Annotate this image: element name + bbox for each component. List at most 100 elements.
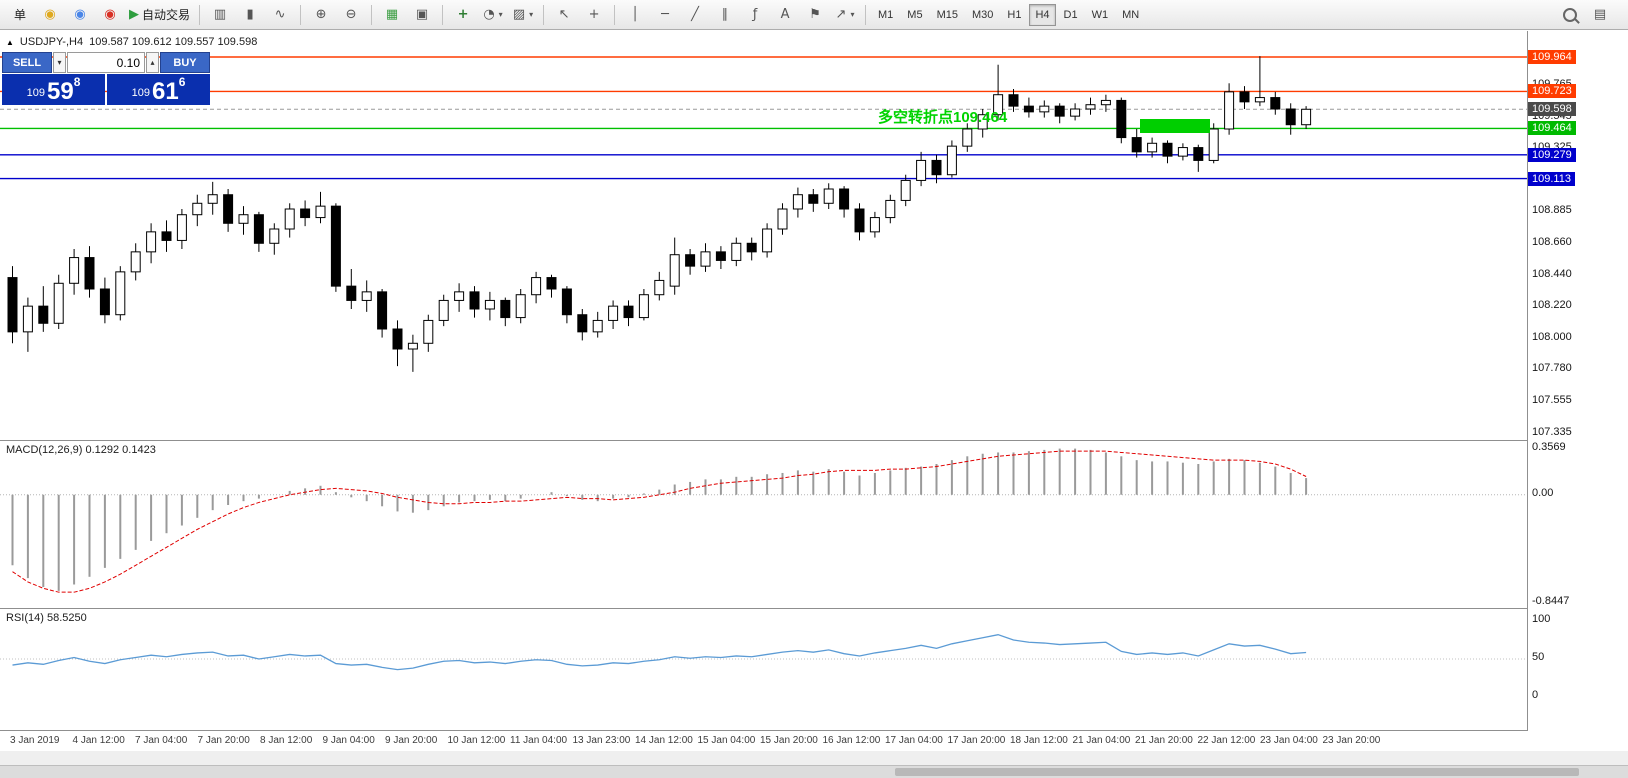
arrows-icon: ↗ (835, 7, 847, 22)
time-axis-label: 10 Jan 12:00 (447, 735, 506, 746)
help-button[interactable]: ◉ (95, 3, 125, 27)
rsi-line (12, 634, 1307, 671)
autotrading-button[interactable]: ▶ 自动交易 (125, 3, 194, 27)
scrollbar-thumb[interactable] (895, 768, 1580, 776)
tile-windows-button[interactable]: ▦ (377, 3, 407, 27)
text-label-icon: ⚑ (809, 7, 821, 22)
user-profile-icon: ◉ (74, 7, 86, 22)
macd-axis-label: 0.00 (1532, 486, 1554, 499)
horizontal-line-button[interactable]: ─ (650, 3, 680, 27)
bar-chart-button[interactable]: ▥ (205, 3, 235, 27)
candles[interactable] (7, 56, 1312, 372)
equidistant-channel-button[interactable]: ∥ (710, 3, 740, 27)
auto-arrange-button[interactable]: ▣ (407, 3, 437, 27)
user-profile-button[interactable]: ◉ (65, 3, 95, 27)
new-order-button[interactable]: 单 (5, 3, 35, 27)
search-button[interactable] (1555, 3, 1585, 27)
sell-price-button[interactable]: 109 59 8 (2, 74, 105, 105)
timeframe-w1-label: W1 (1091, 8, 1109, 21)
time-axis-label: 15 Jan 20:00 (760, 735, 818, 746)
time-axis-label: 17 Jan 20:00 (947, 735, 1006, 746)
chart-annotation-text[interactable]: 多空转折点109.464 (878, 109, 1008, 127)
rsi-axis-label: 100 (1532, 613, 1551, 625)
text-label-button[interactable]: ⚑ (800, 3, 830, 27)
macd-axis-label: 0.3569 (1532, 441, 1566, 453)
timeframe-m30-button[interactable]: M30 (966, 4, 999, 26)
bottom-strip (0, 751, 1628, 778)
data-window-button[interactable]: ▤ (1585, 3, 1615, 27)
time-axis-label: 3 Jan 2019 (10, 735, 60, 746)
time-axis-label: 14 Jan 12:00 (635, 735, 693, 746)
vertical-line-button[interactable]: │ (620, 3, 650, 27)
toolbar-separator (865, 4, 867, 25)
vertical-line-icon: │ (631, 7, 639, 22)
trendline-button[interactable]: ╱ (680, 3, 710, 27)
main-chart-panel[interactable]: ▲ USDJPY-,H4 109.587 109.612 109.557 109… (0, 31, 1528, 440)
timeframe-d1-button[interactable]: D1 (1058, 4, 1084, 26)
rsi-label: RSI(14) 58.5250 (6, 612, 87, 624)
volume-increase-button[interactable]: ▴ (146, 52, 159, 73)
time-axis-label: 21 Jan 20:00 (1135, 735, 1193, 746)
timeframe-h1-button[interactable]: H1 (1001, 4, 1027, 26)
new-order-label: 单 (13, 8, 26, 22)
timeframe-m1-button[interactable]: M1 (872, 4, 899, 26)
timeframe-mn-button[interactable]: MN (1116, 4, 1145, 26)
timeframe-mn-label: MN (1122, 8, 1140, 21)
time-axis-label: 11 Jan 04:00 (510, 735, 568, 746)
cursor-button[interactable]: ↖ (549, 3, 579, 27)
bar-chart-icon: ▥ (213, 7, 227, 22)
timeframe-m15-button[interactable]: M15 (931, 4, 964, 26)
add-indicator-button[interactable]: + (448, 3, 478, 27)
time-axis-label: 7 Jan 04:00 (135, 735, 188, 746)
data-window-icon: ▤ (1593, 7, 1607, 22)
crosshair-button[interactable]: + (579, 3, 609, 27)
sell-button[interactable]: SELL (2, 52, 52, 73)
text-button[interactable]: A (770, 3, 800, 27)
text-icon: A (780, 7, 790, 22)
chart-header: ▲ USDJPY-,H4 109.587 109.612 109.557 109… (6, 36, 257, 48)
timeframe-w1-button[interactable]: W1 (1086, 4, 1115, 26)
buy-price-button[interactable]: 109 61 6 (107, 74, 210, 105)
time-axis-label: 16 Jan 12:00 (822, 735, 881, 746)
periods-caret-icon: ▾ (498, 10, 503, 19)
periods-button[interactable]: ◔ ▾ (478, 3, 508, 27)
timeframe-h4-button[interactable]: H4 (1029, 3, 1056, 26)
price-chart-canvas[interactable] (0, 31, 1528, 440)
mql5-community-icon: ◉ (44, 7, 56, 22)
mql5-community-button[interactable]: ◉ (35, 3, 65, 27)
volume-decrease-button[interactable]: ▾ (53, 52, 66, 73)
time-axis-label: 21 Jan 04:00 (1072, 735, 1131, 746)
one-click-trading-widget: SELL ▾ 0.10 ▴ BUY 109 59 8 109 61 6 (2, 52, 210, 105)
time-axis-label: 9 Jan 20:00 (385, 735, 438, 746)
line-chart-button[interactable]: ∿ (265, 3, 295, 27)
time-axis-label: 8 Jan 12:00 (260, 735, 313, 746)
buy-price-digits: 61 (151, 78, 179, 105)
price-tag-109.464: 109.464 (1528, 121, 1576, 136)
price-axis-label: 107.555 (1532, 394, 1572, 407)
zoom-in-icon: ⊕ (315, 7, 327, 22)
sell-price-pip: 8 (73, 75, 81, 89)
horizontal-scrollbar[interactable] (0, 765, 1628, 778)
cursor-icon: ↖ (558, 7, 570, 22)
price-tag-109.113: 109.113 (1528, 171, 1575, 186)
time-axis-label: 15 Jan 04:00 (697, 735, 756, 746)
candlestick-chart-button[interactable]: ▮ (235, 3, 265, 27)
time-axis[interactable]: 3 Jan 2019 4 Jan 12:00 7 Jan 04:00 7 Jan 20… (0, 730, 1528, 751)
zoom-out-icon: ⊖ (345, 7, 357, 22)
rsi-axis-label: 0 (1532, 689, 1539, 701)
timeframe-m5-button[interactable]: M5 (901, 4, 928, 26)
volume-input[interactable]: 0.10 (67, 52, 145, 73)
sell-price-digits: 59 (46, 78, 74, 105)
templates-button[interactable]: ▨ ▾ (508, 3, 538, 27)
highlight-rectangle[interactable] (1140, 119, 1210, 133)
toolbar-separator (300, 4, 302, 25)
price-axis-label: 108.885 (1532, 204, 1572, 217)
price-axis[interactable]: 109.765109.545109.325108.885108.660108.4… (1527, 31, 1628, 730)
zoom-out-button[interactable]: ⊖ (336, 3, 366, 27)
arrows-button[interactable]: ↗ ▾ (830, 3, 860, 27)
zoom-in-button[interactable]: ⊕ (306, 3, 336, 27)
rsi-canvas (0, 634, 1528, 671)
timeframe-d1-label: D1 (1063, 8, 1078, 21)
fibonacci-button[interactable]: ƒ (740, 3, 770, 27)
buy-button[interactable]: BUY (160, 52, 210, 73)
